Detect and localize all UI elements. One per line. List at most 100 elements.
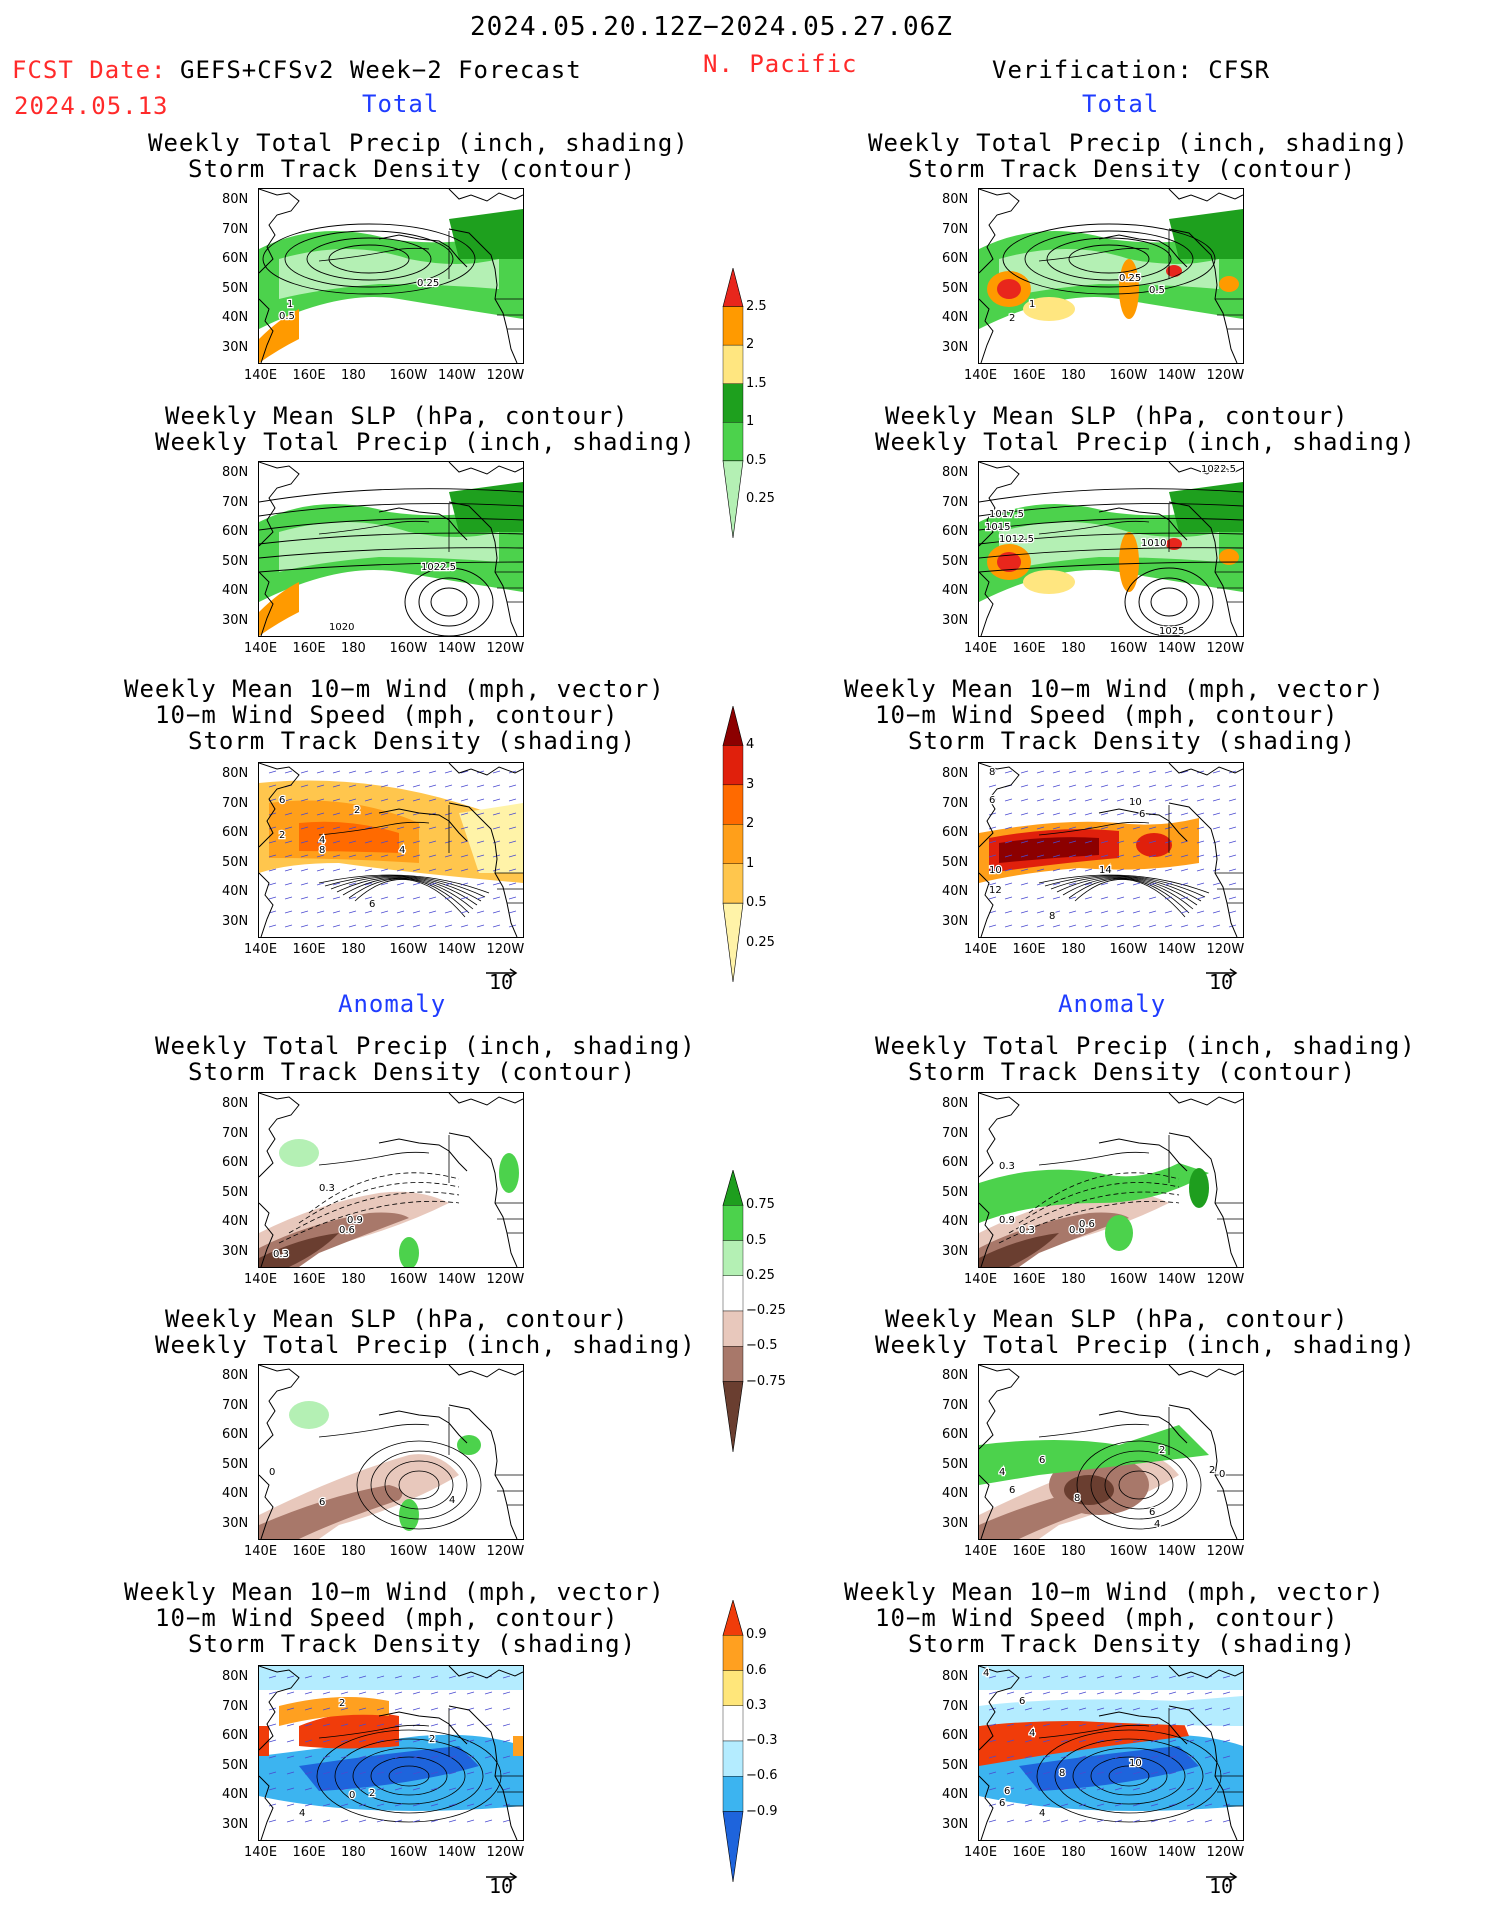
svg-text:0.25: 0.25: [417, 278, 439, 289]
svg-text:1022.5: 1022.5: [1201, 464, 1236, 475]
lat-label: 70N: [942, 1698, 969, 1714]
lon-label: 120W: [486, 641, 525, 656]
colorbar-tick-label: 0.25: [746, 934, 775, 950]
p6-right-title-3: Storm Track Density (shading): [908, 1630, 1357, 1658]
lat-label: 60N: [222, 825, 249, 840]
lon-label: 120W: [1206, 1272, 1245, 1287]
svg-text:4: 4: [983, 1668, 989, 1679]
lon-label: 140E: [964, 641, 998, 656]
svg-text:0.9: 0.9: [347, 1215, 363, 1226]
svg-text:0: 0: [349, 1790, 355, 1801]
svg-text:10: 10: [1129, 797, 1142, 808]
lat-label: 40N: [222, 583, 249, 598]
lon-label: 180: [1061, 1845, 1086, 1860]
lon-label: 160W: [1109, 942, 1148, 957]
lat-label: 50N: [222, 280, 249, 296]
lat-label: 30N: [942, 1515, 969, 1531]
lon-label: 180: [341, 368, 366, 383]
svg-text:4: 4: [399, 845, 405, 856]
colorbar-tick-label: 3: [746, 776, 755, 792]
svg-text:6: 6: [1039, 1455, 1045, 1466]
fcst-date-value: 2024.05.13: [14, 92, 169, 120]
map-p1-left: 1 0.5 0.25: [258, 188, 524, 364]
colorbar-tick-label: 2.5: [746, 298, 767, 314]
svg-text:0.6: 0.6: [339, 1225, 355, 1236]
lon-label: 160E: [1012, 1845, 1046, 1860]
vector-ref-value: 10: [489, 970, 514, 994]
svg-text:0.3: 0.3: [999, 1161, 1015, 1172]
lon-label: 160W: [1109, 641, 1148, 656]
vector-ref-p3-left: 10: [485, 960, 519, 992]
svg-text:14: 14: [1099, 865, 1112, 876]
lat-label: 30N: [942, 339, 969, 355]
svg-text:1012.5: 1012.5: [999, 534, 1034, 545]
lat-label: 30N: [222, 1243, 249, 1259]
lat-label: 40N: [222, 1486, 249, 1501]
lat-label: 60N: [222, 524, 249, 539]
right-anomaly-header: Anomaly: [1058, 990, 1167, 1018]
vector-ref-p6-right: 10: [1205, 1864, 1239, 1896]
lon-label: 120W: [1206, 1544, 1245, 1559]
svg-text:10: 10: [989, 865, 1002, 876]
colorbar-tick-label: 1: [746, 414, 755, 430]
lat-label: 60N: [942, 251, 969, 266]
lat-label: 70N: [942, 795, 969, 811]
lon-label: 120W: [486, 1544, 525, 1559]
svg-text:2: 2: [429, 1734, 435, 1745]
map-p4-left: 0.3 0.6 0.9 0.3: [258, 1092, 524, 1268]
lon-label: 140W: [1158, 942, 1196, 957]
lon-label: 120W: [1206, 942, 1245, 957]
svg-text:2: 2: [1159, 1445, 1165, 1456]
lat-label: 60N: [222, 1155, 249, 1170]
colorbar-tick-label: −0.6: [746, 1768, 778, 1784]
p5-right-title-1: Weekly Mean SLP (hPa, contour): [885, 1305, 1349, 1333]
vector-ref-value: 10: [1209, 970, 1234, 994]
svg-text:2: 2: [279, 830, 285, 841]
lat-label: 80N: [942, 1368, 969, 1383]
vector-ref-p3-right: 10: [1205, 960, 1239, 992]
map-p6-right: 4 6 4 6 8 10 6 4: [978, 1665, 1244, 1841]
lon-label: 180: [341, 1845, 366, 1860]
lat-label: 60N: [942, 1155, 969, 1170]
svg-text:1: 1: [287, 299, 293, 310]
lat-label: 40N: [942, 1787, 969, 1802]
lat-label: 60N: [222, 251, 249, 266]
lat-label: 80N: [222, 192, 249, 207]
colorbar-tick-label: 1.5: [746, 375, 767, 391]
lat-label: 60N: [942, 524, 969, 539]
p4-right-title-1: Weekly Total Precip (inch, shading): [875, 1032, 1416, 1060]
p3-left-title-2: 10−m Wind Speed (mph, contour): [155, 701, 619, 729]
lon-label: 140E: [244, 1272, 278, 1287]
lat-label: 70N: [222, 795, 249, 811]
p6-left-title-2: 10−m Wind Speed (mph, contour): [155, 1604, 619, 1632]
lat-label: 30N: [942, 1243, 969, 1259]
lat-label: 50N: [222, 1757, 249, 1773]
p3-left-title-1: Weekly Mean 10−m Wind (mph, vector): [124, 675, 665, 703]
svg-text:6: 6: [1009, 1485, 1015, 1496]
colorbar-tick-label: −0.9: [746, 1803, 778, 1819]
lon-label: 180: [1061, 368, 1086, 383]
lat-label: 30N: [222, 913, 249, 929]
colorbar-tick-label: 4: [746, 737, 755, 753]
p1-left-title-1: Weekly Total Precip (inch, shading): [148, 129, 689, 157]
lat-label: 70N: [942, 1125, 969, 1141]
lat-label: 50N: [222, 1184, 249, 1200]
lon-label: 120W: [1206, 368, 1245, 383]
lon-label: 140W: [1158, 641, 1196, 656]
p3-right-title-1: Weekly Mean 10−m Wind (mph, vector): [844, 675, 1385, 703]
lat-label: 80N: [222, 766, 249, 781]
svg-text:6: 6: [1019, 1696, 1025, 1707]
vector-ref-arrow-icon: [486, 1872, 518, 1882]
svg-text:0.3: 0.3: [1019, 1225, 1035, 1236]
svg-text:0.3: 0.3: [319, 1183, 335, 1194]
lat-label: 50N: [222, 553, 249, 569]
lat-label: 60N: [942, 825, 969, 840]
lat-label: 80N: [222, 1096, 249, 1111]
lat-label: 50N: [942, 1184, 969, 1200]
p1-left-title-2: Storm Track Density (contour): [188, 155, 637, 183]
map-p2-right: 1022.5 1017.5 1015 1012.5 1010 1025: [978, 461, 1244, 637]
svg-text:4: 4: [1154, 1519, 1160, 1530]
colorbar-tick-label: −0.75: [746, 1373, 786, 1389]
svg-text:6: 6: [1004, 1786, 1010, 1797]
